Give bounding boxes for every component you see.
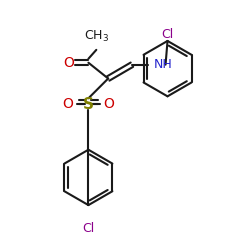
- Text: O: O: [62, 97, 73, 111]
- Text: Cl: Cl: [162, 28, 174, 41]
- Text: S: S: [83, 97, 94, 112]
- Text: O: O: [63, 56, 74, 70]
- Text: NH: NH: [154, 58, 172, 71]
- Text: CH$_3$: CH$_3$: [84, 29, 109, 44]
- Text: O: O: [104, 97, 115, 111]
- Text: Cl: Cl: [82, 222, 94, 235]
